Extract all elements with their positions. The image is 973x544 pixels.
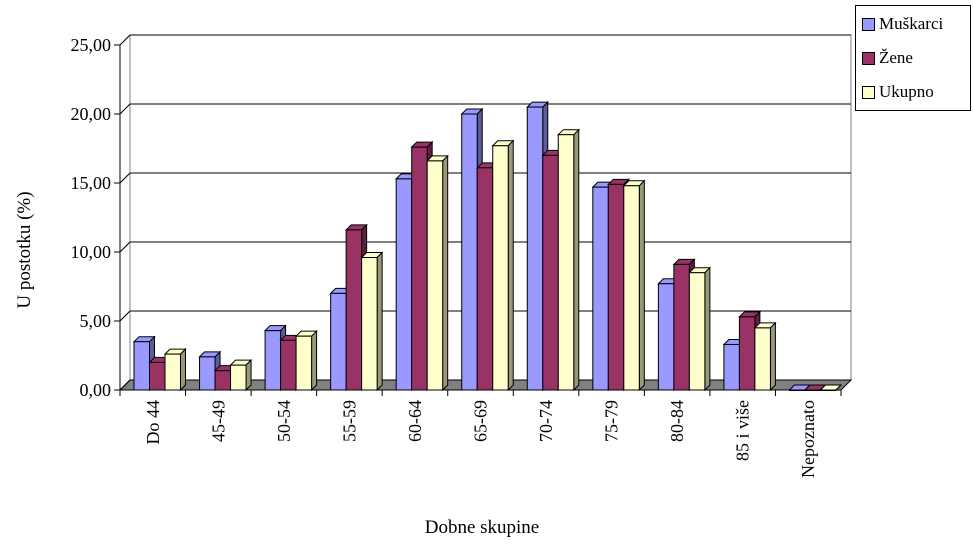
y-tick-label: 20,00 <box>71 104 112 124</box>
x-tick-label: 70-74 <box>536 400 556 442</box>
bar-front <box>526 106 544 391</box>
bar-front <box>657 283 675 391</box>
bar-ukupno <box>294 329 318 392</box>
x-tick-label: 85 i više <box>733 400 753 461</box>
bar-front <box>557 134 575 391</box>
bar-front <box>345 229 363 391</box>
legend-label: Žene <box>879 48 913 67</box>
bar-ukupno <box>491 139 515 392</box>
bar-front <box>804 389 821 391</box>
bar-front <box>723 343 740 391</box>
x-tick-label: 55-59 <box>339 400 359 442</box>
bar-front <box>688 272 706 391</box>
gridline-side <box>119 241 131 253</box>
bar-front <box>461 113 478 391</box>
x-tick-label: 50-54 <box>274 400 294 442</box>
gridline-side <box>119 34 131 46</box>
legend-swatch <box>862 85 875 99</box>
gridline-side <box>119 310 131 322</box>
bar-ukupno <box>819 384 843 391</box>
bar-front <box>164 353 181 391</box>
bar-front <box>476 167 494 391</box>
bar-front <box>738 316 756 391</box>
bar-side <box>769 321 776 392</box>
y-tick-label: 0,00 <box>80 380 112 400</box>
bar-ukupno <box>229 358 253 392</box>
bar-front <box>492 145 509 391</box>
bar-front <box>607 183 625 391</box>
legend-swatch <box>862 51 875 65</box>
bar-front <box>330 292 347 391</box>
bar-ukupno <box>622 179 646 392</box>
bar-front <box>133 341 150 391</box>
legend-label: Ukupno <box>879 82 934 101</box>
bar-front <box>149 361 166 391</box>
bar-front <box>395 178 413 391</box>
y-axis-label: U postotku (%) <box>14 191 35 308</box>
legend-item-ukupno: Ukupno <box>862 80 934 104</box>
bar-front <box>673 263 690 391</box>
y-tick-label: 5,00 <box>80 311 112 331</box>
bar-front <box>754 327 771 391</box>
y-tick-label: 15,00 <box>71 173 112 193</box>
legend-label: Muškarci <box>879 14 944 33</box>
bar-side <box>245 358 252 392</box>
bar-ukupno <box>688 266 712 392</box>
bar-side <box>704 266 711 392</box>
bar-front <box>788 389 806 391</box>
bar-ukupno <box>557 128 580 392</box>
y-tick-label: 25,00 <box>71 35 112 55</box>
bar-side <box>835 384 842 391</box>
bar-front <box>819 389 837 391</box>
x-tick-label: Nepoznato <box>798 400 818 478</box>
bar-front <box>280 339 297 391</box>
bar-side <box>573 128 580 392</box>
gridline-side <box>119 379 131 391</box>
x-axis-label: Dobne skupine <box>425 517 540 538</box>
bar-side <box>638 179 645 392</box>
bar-side <box>180 347 186 392</box>
bar-side <box>442 154 449 392</box>
x-tick-label: 45-49 <box>208 400 228 442</box>
x-tick-label: 80-84 <box>667 400 687 442</box>
gridline-side <box>119 172 131 184</box>
bar-front <box>592 186 609 391</box>
y-tick-label: 10,00 <box>71 242 112 262</box>
bar-front <box>426 160 444 391</box>
bar-front <box>199 356 216 391</box>
gridline-side <box>119 103 131 115</box>
bar-front <box>264 330 282 391</box>
x-tick-label: 75-79 <box>602 400 622 442</box>
x-tick-label: 60-64 <box>405 400 425 442</box>
x-tick-labels: Do 44 45-49 50-54 55-59 60-64 65-69 70-74 75-79… <box>119 390 842 478</box>
bar-ukupno <box>163 347 187 392</box>
legend-item-muskarci: Muškarci <box>862 12 943 36</box>
bar-ukupno <box>753 321 777 392</box>
x-tick-label: 65-69 <box>471 400 491 442</box>
bar-front <box>295 335 313 391</box>
bar-front <box>623 185 640 391</box>
bar-ukupno <box>360 251 384 392</box>
bar-front <box>214 370 232 391</box>
bar-front <box>411 146 428 391</box>
bar-side <box>311 329 318 392</box>
bar-front <box>230 364 247 391</box>
bar-front <box>361 257 378 391</box>
legend: Muškarci Žene Ukupno <box>855 5 971 111</box>
legend-item-zene: Žene <box>862 46 913 70</box>
bar-side <box>376 251 383 392</box>
bars <box>132 100 843 392</box>
bar-side <box>507 139 514 392</box>
bar-front <box>542 154 559 391</box>
bar-ukupno <box>425 154 449 392</box>
x-tick-label: Do 44 <box>143 400 163 445</box>
legend-swatch <box>862 17 875 31</box>
y-tick-labels: 0,00 5,00 10,00 15,00 20,00 25,00 <box>71 35 120 400</box>
